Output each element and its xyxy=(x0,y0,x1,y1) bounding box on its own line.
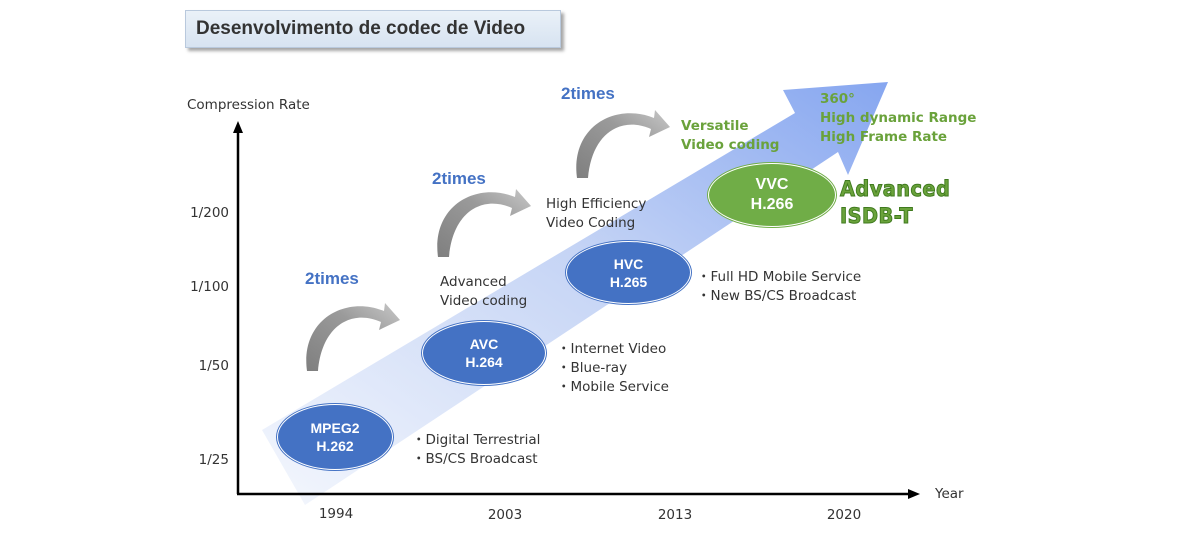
codec-standard: H.265 xyxy=(609,273,648,290)
codec-full-name: Versatile Video coding xyxy=(681,118,780,153)
feature-item: ・Blue-ray xyxy=(557,360,628,376)
y-tick-label: 1/200 xyxy=(190,205,229,221)
feature-item: ・New BS/CS Broadcast xyxy=(697,288,857,304)
x-tick-label: 2003 xyxy=(487,507,523,523)
times-label: 2times xyxy=(305,269,359,288)
feature-item: ・Full HD Mobile Service xyxy=(697,269,862,285)
codec-name: HVC xyxy=(613,255,644,272)
codec-vvc-ellipse: VVC H.266 xyxy=(708,163,836,227)
times-label: 2times xyxy=(432,169,486,188)
codec-name: VVC xyxy=(755,176,789,193)
feature-item: High dynamic Range xyxy=(820,110,977,126)
codec-name: MPEG2 xyxy=(310,420,360,436)
y-axis-arrowhead xyxy=(233,121,243,133)
codec-full-name: High Efficiency Video Coding xyxy=(546,196,647,231)
codec-full-name: Advanced Video coding xyxy=(440,274,528,309)
feature-list: ・Full HD Mobile Service ・New BS/CS Broad… xyxy=(697,268,861,306)
codec-standard: H.262 xyxy=(316,438,354,454)
y-tick-label: 1/50 xyxy=(198,358,229,374)
codec-avc-ellipse: AVC H.264 xyxy=(422,321,546,385)
curved-arrow-2 xyxy=(437,189,531,257)
codec-standard: H.266 xyxy=(750,196,794,213)
codec-name: AVC xyxy=(469,336,499,352)
feature-item: ・Digital Terrestrial xyxy=(412,432,541,448)
x-axis-label: Year xyxy=(935,486,964,502)
feature-item: ・BS/CS Broadcast xyxy=(412,451,538,467)
curved-arrow-3 xyxy=(576,110,670,178)
x-axis-arrowhead xyxy=(908,489,920,499)
feature-list: ・Digital Terrestrial ・BS/CS Broadcast xyxy=(412,431,540,469)
curved-arrow-1 xyxy=(306,303,400,371)
y-tick-label: 1/25 xyxy=(198,452,229,468)
x-tick-label: 2020 xyxy=(826,507,862,523)
y-tick-label: 1/100 xyxy=(190,279,229,295)
codec-hvc-ellipse: HVC H.265 xyxy=(566,241,691,304)
advanced-isdb-t-label: Advanced ISDB-T xyxy=(840,177,951,229)
feature-list: ・Internet Video ・Blue-ray ・Mobile Servic… xyxy=(557,340,669,397)
x-tick-label: 2013 xyxy=(657,507,693,523)
y-axis-label: Compression Rate xyxy=(187,97,310,113)
codec-standard: H.264 xyxy=(465,354,503,370)
feature-item: ・Mobile Service xyxy=(557,379,669,395)
diagram-title: Desenvolvimento de codec de Video xyxy=(185,10,561,48)
codec-mpeg2-ellipse: MPEG2 H.262 xyxy=(277,404,393,470)
feature-item: High Frame Rate xyxy=(820,129,948,145)
feature-item: 360° xyxy=(820,91,855,107)
feature-list: 360° High dynamic Range High Frame Rate xyxy=(820,90,976,147)
times-label: 2times xyxy=(561,84,615,103)
x-tick-label: 1994 xyxy=(318,506,354,522)
feature-item: ・Internet Video xyxy=(557,341,667,357)
